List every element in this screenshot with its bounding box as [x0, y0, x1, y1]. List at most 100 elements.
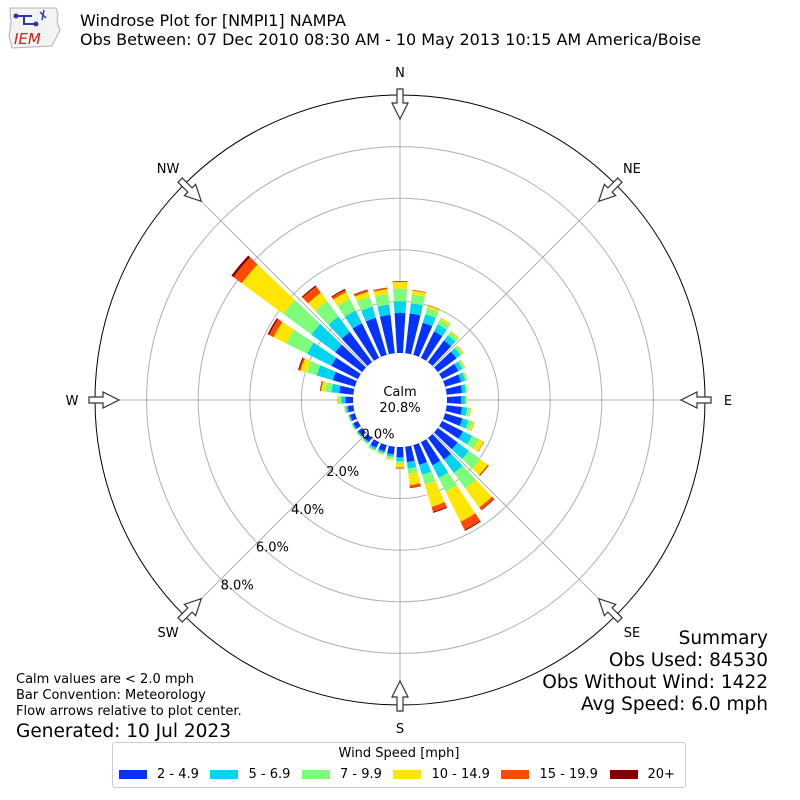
windrose-bar-segment	[365, 317, 387, 357]
flow-arrows	[88, 88, 712, 712]
flow-arrow-icon	[597, 597, 623, 623]
windrose-bar-segment	[370, 439, 380, 448]
windrose-bar-segment	[450, 348, 461, 359]
windrose-bar-segment	[413, 443, 428, 465]
windrose-bar-segment	[464, 520, 481, 531]
windrose-bar-segment	[395, 467, 405, 469]
windrose-bar-segment	[396, 457, 404, 462]
summary-block: Summary Obs Used: 84530 Obs Without Wind…	[542, 628, 768, 716]
windrose-bar-segment	[439, 363, 459, 380]
logo-text: IEM	[14, 30, 41, 48]
windrose-bar-segment	[386, 455, 394, 459]
windrose-bar-segment	[356, 432, 361, 438]
windrose-bar-segment	[339, 385, 355, 395]
windrose-bar-segment	[325, 382, 334, 393]
windrose-bar-segment	[362, 438, 369, 445]
legend-item: 20+	[609, 767, 675, 782]
windrose-bar-segment	[337, 298, 356, 317]
windrose-bar-segment	[477, 441, 485, 452]
windrose-bar-segment	[447, 332, 459, 342]
windrose-bar-segment	[358, 427, 366, 436]
windrose-bar-segment	[338, 396, 342, 404]
windrose-bar-segment	[374, 294, 390, 307]
calm-circle: Calm 20.8%	[353, 353, 447, 447]
windrose-bar-segment	[345, 405, 349, 413]
windrose-bar-segment	[328, 316, 350, 339]
windrose-bar-segment	[446, 396, 462, 404]
windrose-bar-segment	[443, 335, 456, 347]
windrose-bar-segment	[411, 290, 426, 297]
windrose-bar-segment	[335, 344, 366, 373]
windrose-bar-segment	[368, 447, 375, 452]
windrose-bar-segment	[434, 324, 447, 337]
windrose-bar-segment	[432, 460, 449, 478]
legend-swatch	[609, 770, 638, 779]
legend-label: 15 - 19.9	[539, 767, 598, 782]
windrose-bar-segment	[396, 446, 404, 458]
flow-arrow-icon	[177, 597, 203, 623]
radial-tick-labels: 0.0% 2.0% 4.0% 6.0% 8.0%	[221, 427, 395, 593]
radial-tick-label: 6.0%	[256, 541, 289, 556]
windrose-bar-segment	[286, 329, 314, 354]
direction-label: S	[396, 722, 404, 737]
windrose-bar-segment	[268, 319, 283, 338]
windrose-bar-segment	[469, 421, 475, 432]
summary-avg-speed: Avg Speed: 6.0 mph	[580, 694, 768, 715]
windrose-bar-segment	[320, 381, 323, 392]
windrose-bar-segment	[392, 288, 408, 302]
windrose-bar-segment	[347, 415, 351, 422]
windrose-bar-segment	[352, 423, 357, 430]
windrose-bar-segment	[344, 406, 347, 414]
windrose-bar-segment	[445, 405, 463, 415]
windrose-bar-segment	[453, 465, 477, 489]
windrose-bar-segment	[385, 458, 394, 460]
windrose-bar-segment	[456, 345, 464, 354]
windrose-bars	[231, 255, 495, 531]
windrose-bar-segment	[368, 446, 376, 451]
direction-label: NW	[157, 162, 180, 177]
windrose-bar-segment	[377, 450, 385, 455]
windrose-bar-segment	[392, 281, 408, 283]
windrose-bar-segment	[331, 383, 341, 394]
direction-label: W	[66, 394, 79, 409]
windrose-bar-segment	[307, 342, 337, 366]
windrose-bar-segment	[469, 407, 472, 417]
windrose-bar-segment	[465, 420, 473, 431]
windrose-bar-segment	[306, 361, 321, 376]
windrose-bar-segment	[465, 479, 493, 508]
windrose-bar-segment	[422, 314, 436, 327]
iem-logo: IEM	[8, 7, 61, 49]
grid-spoke	[399, 399, 617, 617]
windrose-bar-segment	[420, 331, 443, 361]
windrose-bar-segment	[361, 306, 376, 322]
windrose-bar-segment	[440, 317, 451, 324]
grid-ring	[249, 249, 551, 551]
legend-item: 15 - 19.9	[501, 767, 598, 782]
windrose-bar-segment	[343, 406, 346, 414]
windrose-bar-segment	[302, 286, 321, 304]
windrose-bar-segment	[311, 323, 342, 353]
direction-label: N	[395, 66, 405, 81]
windrose-bar-segment	[467, 435, 480, 449]
windrose-bar-segment	[241, 264, 295, 314]
windrose-bar-segment	[297, 357, 304, 371]
windrose-bar-segment	[316, 365, 336, 381]
windrose-bar-segment	[427, 305, 440, 313]
windrose-bar-segment	[307, 292, 327, 311]
legend-label: 7 - 9.9	[339, 767, 382, 782]
windrose-bar-segment	[333, 292, 350, 307]
windrose-bar-segment	[321, 381, 327, 392]
windrose-bar-segment	[413, 322, 433, 357]
windrose-bar-segment	[465, 407, 470, 417]
summary-obs-used: Obs Used: 84530	[608, 650, 768, 671]
windrose-bar-segment	[364, 434, 373, 442]
windrose-bar-segment	[451, 442, 469, 460]
legend-item: 7 - 9.9	[301, 767, 382, 782]
grid-spoke	[183, 399, 401, 617]
windrose-bar-segment	[478, 464, 489, 477]
windrose-bar-segment	[412, 289, 427, 293]
windrose-bar-segment	[353, 289, 368, 295]
windrose-bar-segment	[362, 437, 370, 444]
windrose-bar-segment	[393, 301, 407, 314]
